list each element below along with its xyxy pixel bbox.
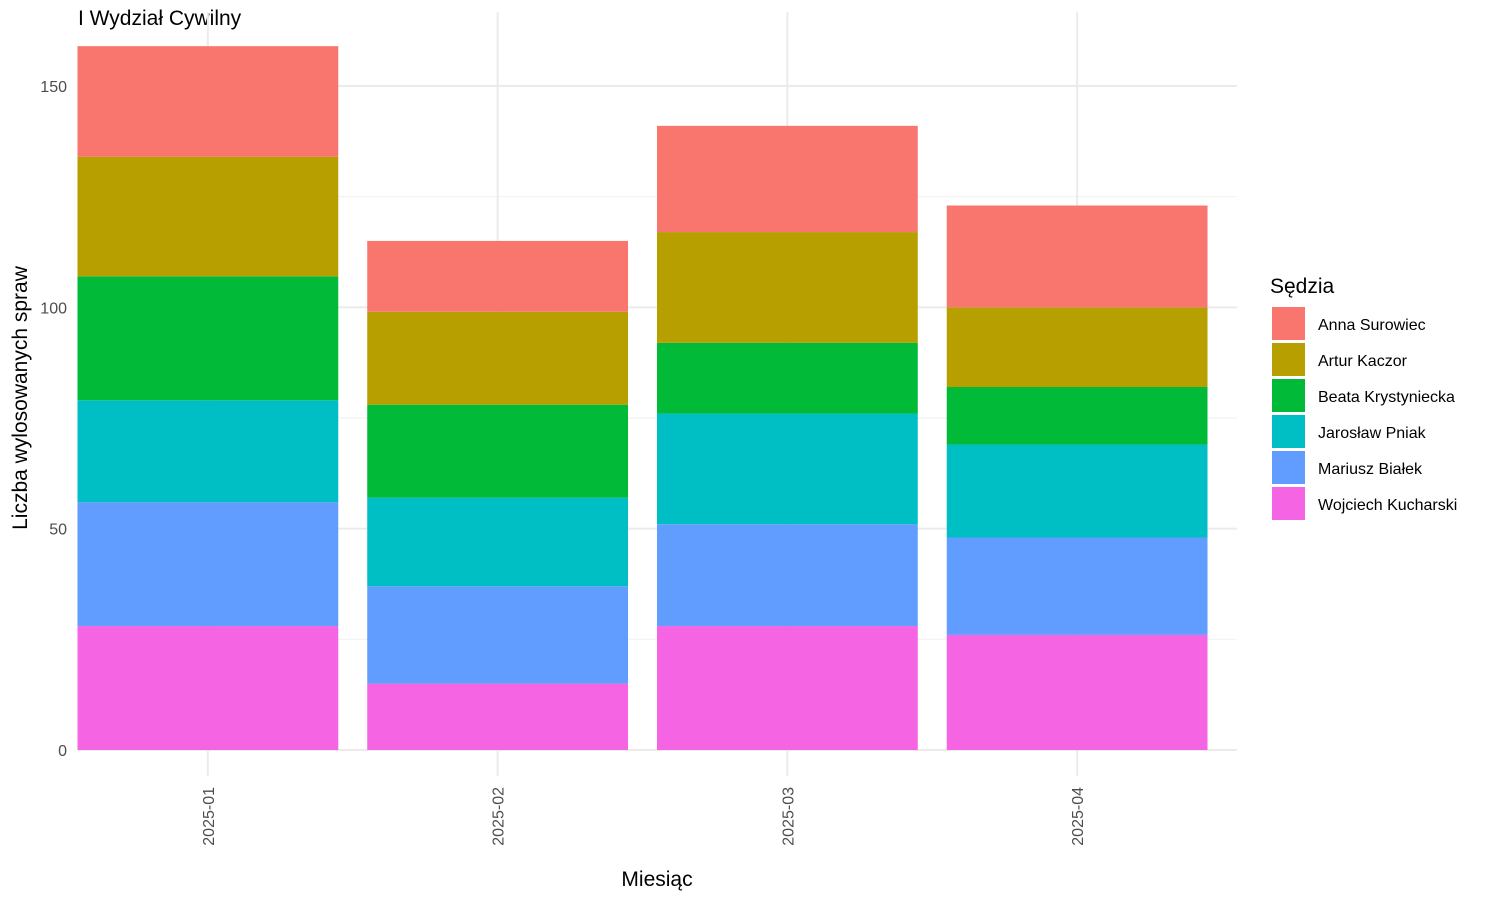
legend-label: Wojciech Kucharski xyxy=(1318,497,1457,514)
legend-swatch xyxy=(1272,487,1305,520)
bar-segment xyxy=(77,626,339,750)
x-axis-ticks: 2025-01 2025-02 2025-03 2025-04 xyxy=(201,787,1087,846)
x-tick-label: 2025-01 xyxy=(201,787,218,846)
bar-segment xyxy=(946,307,1208,388)
bar-segment xyxy=(77,400,339,503)
y-tick-label: 50 xyxy=(49,522,67,539)
bar-segment xyxy=(367,311,629,405)
legend-swatch xyxy=(1272,451,1305,484)
bar-segment xyxy=(77,276,339,401)
bar-segment xyxy=(656,342,918,414)
legend-swatch xyxy=(1272,343,1305,376)
bar-segment xyxy=(946,444,1208,538)
bar-segment xyxy=(946,537,1208,635)
bar-segment xyxy=(656,232,918,343)
chart-title: I Wydział Cywilny xyxy=(78,7,242,30)
legend-label: Mariusz Białek xyxy=(1318,461,1423,478)
legend-label: Artur Kaczor xyxy=(1318,353,1408,370)
bar-segment xyxy=(946,634,1208,750)
bar-segment xyxy=(946,387,1208,445)
y-tick-label: 0 xyxy=(58,743,67,760)
bar-segment xyxy=(367,683,629,750)
legend-swatch xyxy=(1272,415,1305,448)
y-axis-ticks: 0 50 100 150 xyxy=(40,79,67,760)
bar-segment xyxy=(656,413,918,525)
y-tick-label: 150 xyxy=(40,79,67,96)
bar-segment xyxy=(656,524,918,627)
bars xyxy=(77,46,1208,750)
legend: Sędzia Anna Surowiec Artur Kaczor Beata Kr… xyxy=(1270,275,1457,520)
bar-segment xyxy=(656,125,918,233)
bar-segment xyxy=(367,586,629,684)
legend-swatch xyxy=(1272,307,1305,340)
legend-items: Anna Surowiec Artur Kaczor Beata Krystynie… xyxy=(1272,307,1457,520)
bar-segment xyxy=(77,46,339,157)
legend-label: Beata Krystyniecka xyxy=(1318,389,1455,406)
x-axis-title: Miesiąc xyxy=(621,868,692,891)
x-tick-label: 2025-04 xyxy=(1070,787,1087,846)
x-tick-label: 2025-02 xyxy=(491,787,508,846)
legend-swatch xyxy=(1272,379,1305,412)
legend-title: Sędzia xyxy=(1270,275,1335,298)
bar-segment xyxy=(656,626,918,750)
bar-segment xyxy=(77,156,339,277)
y-axis-title: Liczba wylosowanych spraw xyxy=(9,265,32,530)
legend-label: Jarosław Pniak xyxy=(1318,425,1427,442)
bar-segment xyxy=(77,502,339,627)
legend-label: Anna Surowiec xyxy=(1318,317,1426,334)
x-tick-label: 2025-03 xyxy=(780,787,797,846)
y-tick-label: 100 xyxy=(40,300,67,317)
bar-segment xyxy=(367,404,629,498)
bar-segment xyxy=(367,497,629,587)
bar-segment xyxy=(367,240,629,312)
bar-segment xyxy=(946,205,1208,308)
